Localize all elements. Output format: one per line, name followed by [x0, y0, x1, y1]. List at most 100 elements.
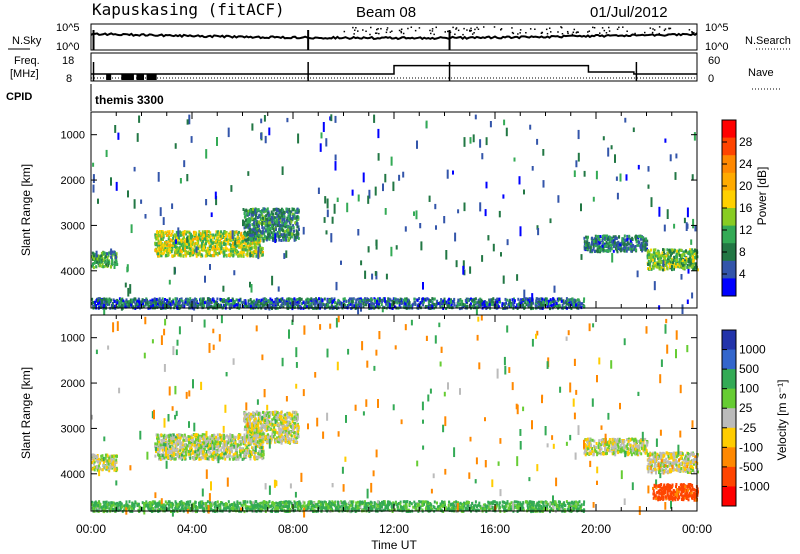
- echo: [213, 234, 216, 238]
- echo: [242, 219, 244, 227]
- echo: [611, 253, 614, 263]
- nsearch-dot: [468, 29, 471, 32]
- echo: [222, 241, 225, 245]
- echo: [598, 248, 601, 252]
- echo: [534, 305, 537, 308]
- echo: [271, 220, 274, 224]
- echo: [189, 254, 192, 258]
- echo: [239, 304, 242, 308]
- echo: [202, 299, 205, 303]
- echo: [103, 459, 106, 463]
- echo: [94, 300, 96, 304]
- echo: [179, 254, 182, 258]
- echo: [253, 245, 256, 249]
- echo: [370, 302, 373, 306]
- echo: [660, 254, 663, 258]
- echo: [419, 223, 422, 229]
- echo: [275, 234, 278, 238]
- echo: [287, 239, 290, 242]
- echo: [327, 303, 330, 307]
- echo: [168, 279, 171, 285]
- echo: [593, 237, 596, 241]
- nsearch-dot: [431, 28, 434, 30]
- nsearch-dot: [369, 33, 371, 36]
- echo: [189, 297, 192, 301]
- echo: [288, 207, 291, 211]
- echo: [657, 265, 660, 269]
- echo: [169, 243, 172, 247]
- echo: [542, 303, 545, 307]
- echo: [192, 251, 194, 255]
- echo: [291, 307, 294, 311]
- echo: [204, 242, 207, 245]
- echo: [212, 254, 215, 258]
- echo: [670, 258, 673, 262]
- echo: [207, 241, 210, 245]
- echo: [253, 232, 256, 235]
- echo: [351, 300, 353, 304]
- echo: [236, 239, 239, 243]
- nsearch-dot: [444, 31, 447, 33]
- echo: [573, 170, 576, 178]
- nsearch-dot: [398, 29, 401, 32]
- echo: [92, 252, 95, 256]
- echo: [176, 297, 179, 301]
- nsearch-dot: [668, 27, 670, 30]
- echo: [278, 298, 281, 302]
- echo: [161, 297, 164, 301]
- echo: [558, 303, 561, 307]
- echo: [199, 302, 202, 306]
- echo: [210, 300, 213, 304]
- echo: [506, 298, 509, 302]
- echo: [251, 223, 254, 226]
- nsky-label: N.Sky: [12, 35, 42, 47]
- echo: [261, 221, 264, 224]
- echo: [246, 305, 249, 309]
- echo: [232, 301, 235, 305]
- echo: [686, 223, 689, 229]
- echo: [283, 253, 286, 259]
- freq-tick-top: 18: [62, 55, 74, 67]
- nsearch-dot: [452, 26, 454, 29]
- echo: [274, 220, 277, 224]
- echo: [261, 223, 263, 227]
- echo: [169, 438, 172, 442]
- echo: [141, 298, 144, 302]
- echo: [276, 214, 279, 218]
- nsky-tick-bottom: 10^0: [56, 41, 80, 53]
- echo: [641, 244, 644, 248]
- echo: [377, 303, 380, 307]
- echo: [173, 266, 176, 275]
- echo: [513, 157, 516, 162]
- echo: [281, 235, 284, 239]
- echo: [251, 216, 254, 220]
- nsearch-dot: [454, 33, 456, 36]
- echo: [254, 235, 257, 239]
- echo: [196, 251, 199, 255]
- echo: [682, 253, 685, 256]
- echo: [319, 143, 322, 152]
- echo: [111, 302, 114, 305]
- echo: [183, 241, 186, 245]
- nsearch-dot: [374, 32, 377, 34]
- echo: [251, 305, 254, 309]
- echo: [292, 226, 295, 230]
- echo: [230, 238, 233, 242]
- echo: [643, 239, 646, 243]
- echo: [371, 302, 374, 305]
- echo: [247, 241, 249, 245]
- nave-tick-top: 60: [708, 55, 720, 67]
- echo: [596, 248, 599, 252]
- echo: [215, 305, 218, 309]
- nsearch-dot: [353, 33, 355, 35]
- echo: [473, 303, 476, 307]
- echo: [653, 281, 656, 291]
- echo: [592, 244, 595, 248]
- echo: [604, 234, 607, 238]
- echo: [110, 248, 113, 256]
- echo: [164, 303, 167, 307]
- echo: [255, 253, 258, 257]
- echo: [630, 242, 632, 245]
- freq-block: [106, 74, 112, 80]
- echo: [593, 239, 596, 243]
